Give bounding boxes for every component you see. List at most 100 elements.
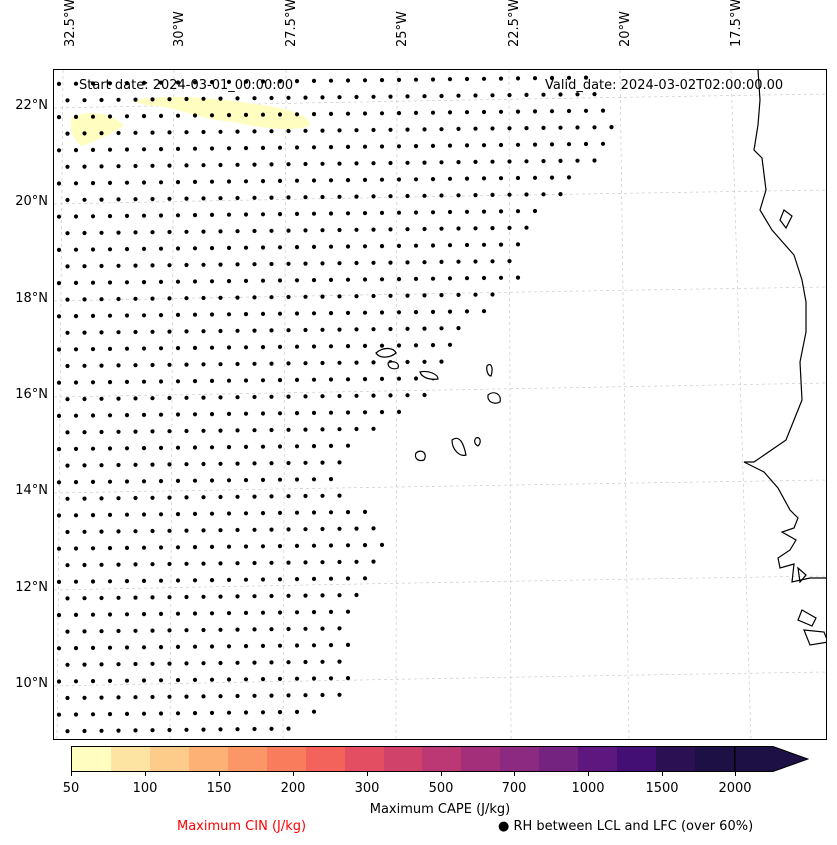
rh-dot xyxy=(167,97,172,102)
rh-dot xyxy=(464,276,470,281)
rh-dot xyxy=(56,115,62,120)
rh-dot xyxy=(396,409,402,414)
rh-dot xyxy=(464,242,470,248)
rh-dot xyxy=(184,329,189,334)
rh-dot xyxy=(167,727,172,733)
rh-dot xyxy=(124,313,130,318)
colorbar-segment xyxy=(656,747,695,771)
rh-dot xyxy=(184,495,189,500)
rh-dot xyxy=(167,561,172,567)
rh-dot xyxy=(158,346,164,351)
rh-dot xyxy=(124,147,130,152)
rh-dot xyxy=(243,146,249,151)
rh-dot xyxy=(405,359,410,365)
rh-dot xyxy=(269,726,274,731)
rh-dot xyxy=(167,196,172,201)
rh-dot xyxy=(320,194,325,200)
rh-dot xyxy=(150,196,155,202)
rh-dot xyxy=(116,263,121,268)
rh-dot xyxy=(439,359,444,364)
rh-dot xyxy=(575,158,580,163)
rh-dots xyxy=(56,75,614,734)
rh-dot xyxy=(133,695,138,700)
rh-dot xyxy=(388,160,393,166)
rh-dot xyxy=(150,562,155,567)
rh-dot xyxy=(218,660,223,666)
rh-dot xyxy=(286,560,291,565)
rh-dot xyxy=(422,326,427,331)
rh-dot xyxy=(116,97,121,102)
rh-dot xyxy=(549,75,555,81)
rh-dot xyxy=(277,145,283,150)
rh-dot xyxy=(362,343,368,348)
rh-dot xyxy=(566,142,572,147)
rh-dot xyxy=(430,210,436,215)
rh-dot xyxy=(201,196,206,201)
rh-dot xyxy=(371,327,376,332)
rh-dot xyxy=(184,694,189,699)
rh-dot xyxy=(90,181,96,186)
rh-dot xyxy=(532,109,538,114)
rh-dot xyxy=(379,111,385,116)
rh-dot xyxy=(379,177,385,182)
rh-dot xyxy=(226,478,232,483)
cin-legend-label: Maximum CIN (J/kg) xyxy=(177,819,307,834)
rh-dot xyxy=(260,444,266,449)
rh-dot xyxy=(396,376,402,381)
rh-dot xyxy=(354,360,359,365)
rh-dot xyxy=(303,460,308,465)
rh-dot xyxy=(269,627,274,632)
rh-dot xyxy=(405,127,410,132)
rh-dot xyxy=(226,577,232,582)
rh-dot xyxy=(90,147,96,152)
rh-dot xyxy=(473,93,478,98)
rh-dot xyxy=(184,528,189,533)
rh-dot xyxy=(107,280,113,285)
rh-dot xyxy=(209,279,215,284)
rh-dot xyxy=(65,629,70,634)
rh-dot xyxy=(184,727,189,732)
rh-dot xyxy=(150,661,155,666)
rh-dot xyxy=(218,328,223,334)
rh-dot xyxy=(320,560,325,565)
colorbar-ticks: 50 100 150 200 300 500 700 1000 1500 200… xyxy=(0,772,837,796)
colorbar-segment xyxy=(344,747,384,771)
rh-dot xyxy=(413,177,419,182)
rh-dot xyxy=(371,227,376,232)
colorbar-segment xyxy=(461,747,501,771)
rh-dot xyxy=(175,678,181,683)
rh-dot xyxy=(107,380,113,385)
rh-dot xyxy=(158,80,164,85)
rh-dot xyxy=(286,328,291,333)
rh-dot xyxy=(243,179,249,184)
rh-dot xyxy=(73,413,79,418)
rh-dot xyxy=(192,611,198,616)
rh-dot xyxy=(82,629,87,634)
rh-dot xyxy=(209,445,215,450)
rh-dot xyxy=(269,693,274,698)
rh-dot xyxy=(277,577,283,582)
rh-dot xyxy=(422,226,427,232)
rh-dot xyxy=(226,345,232,350)
rh-dot xyxy=(311,709,317,714)
rh-dot xyxy=(124,114,130,119)
rh-dot xyxy=(192,445,198,450)
rh-dot xyxy=(524,126,529,131)
rh-dot xyxy=(107,247,113,252)
colorbar-tick-label: 1500 xyxy=(645,781,679,796)
rh-dot xyxy=(481,209,487,214)
map-canvas xyxy=(54,70,826,739)
rh-dot xyxy=(82,695,87,700)
rh-dot xyxy=(286,128,291,134)
rh-dot xyxy=(337,659,342,664)
rh-dot xyxy=(65,397,70,402)
rh-dot xyxy=(218,196,223,201)
rh-dot xyxy=(82,164,87,169)
rh-dot xyxy=(209,179,215,184)
rh-dot xyxy=(354,194,359,199)
rh-dot xyxy=(175,146,181,151)
rh-dot xyxy=(235,328,240,333)
rh-dot xyxy=(490,259,495,264)
rh-dot xyxy=(337,161,342,166)
colorbar-tick-label: 700 xyxy=(501,781,527,796)
